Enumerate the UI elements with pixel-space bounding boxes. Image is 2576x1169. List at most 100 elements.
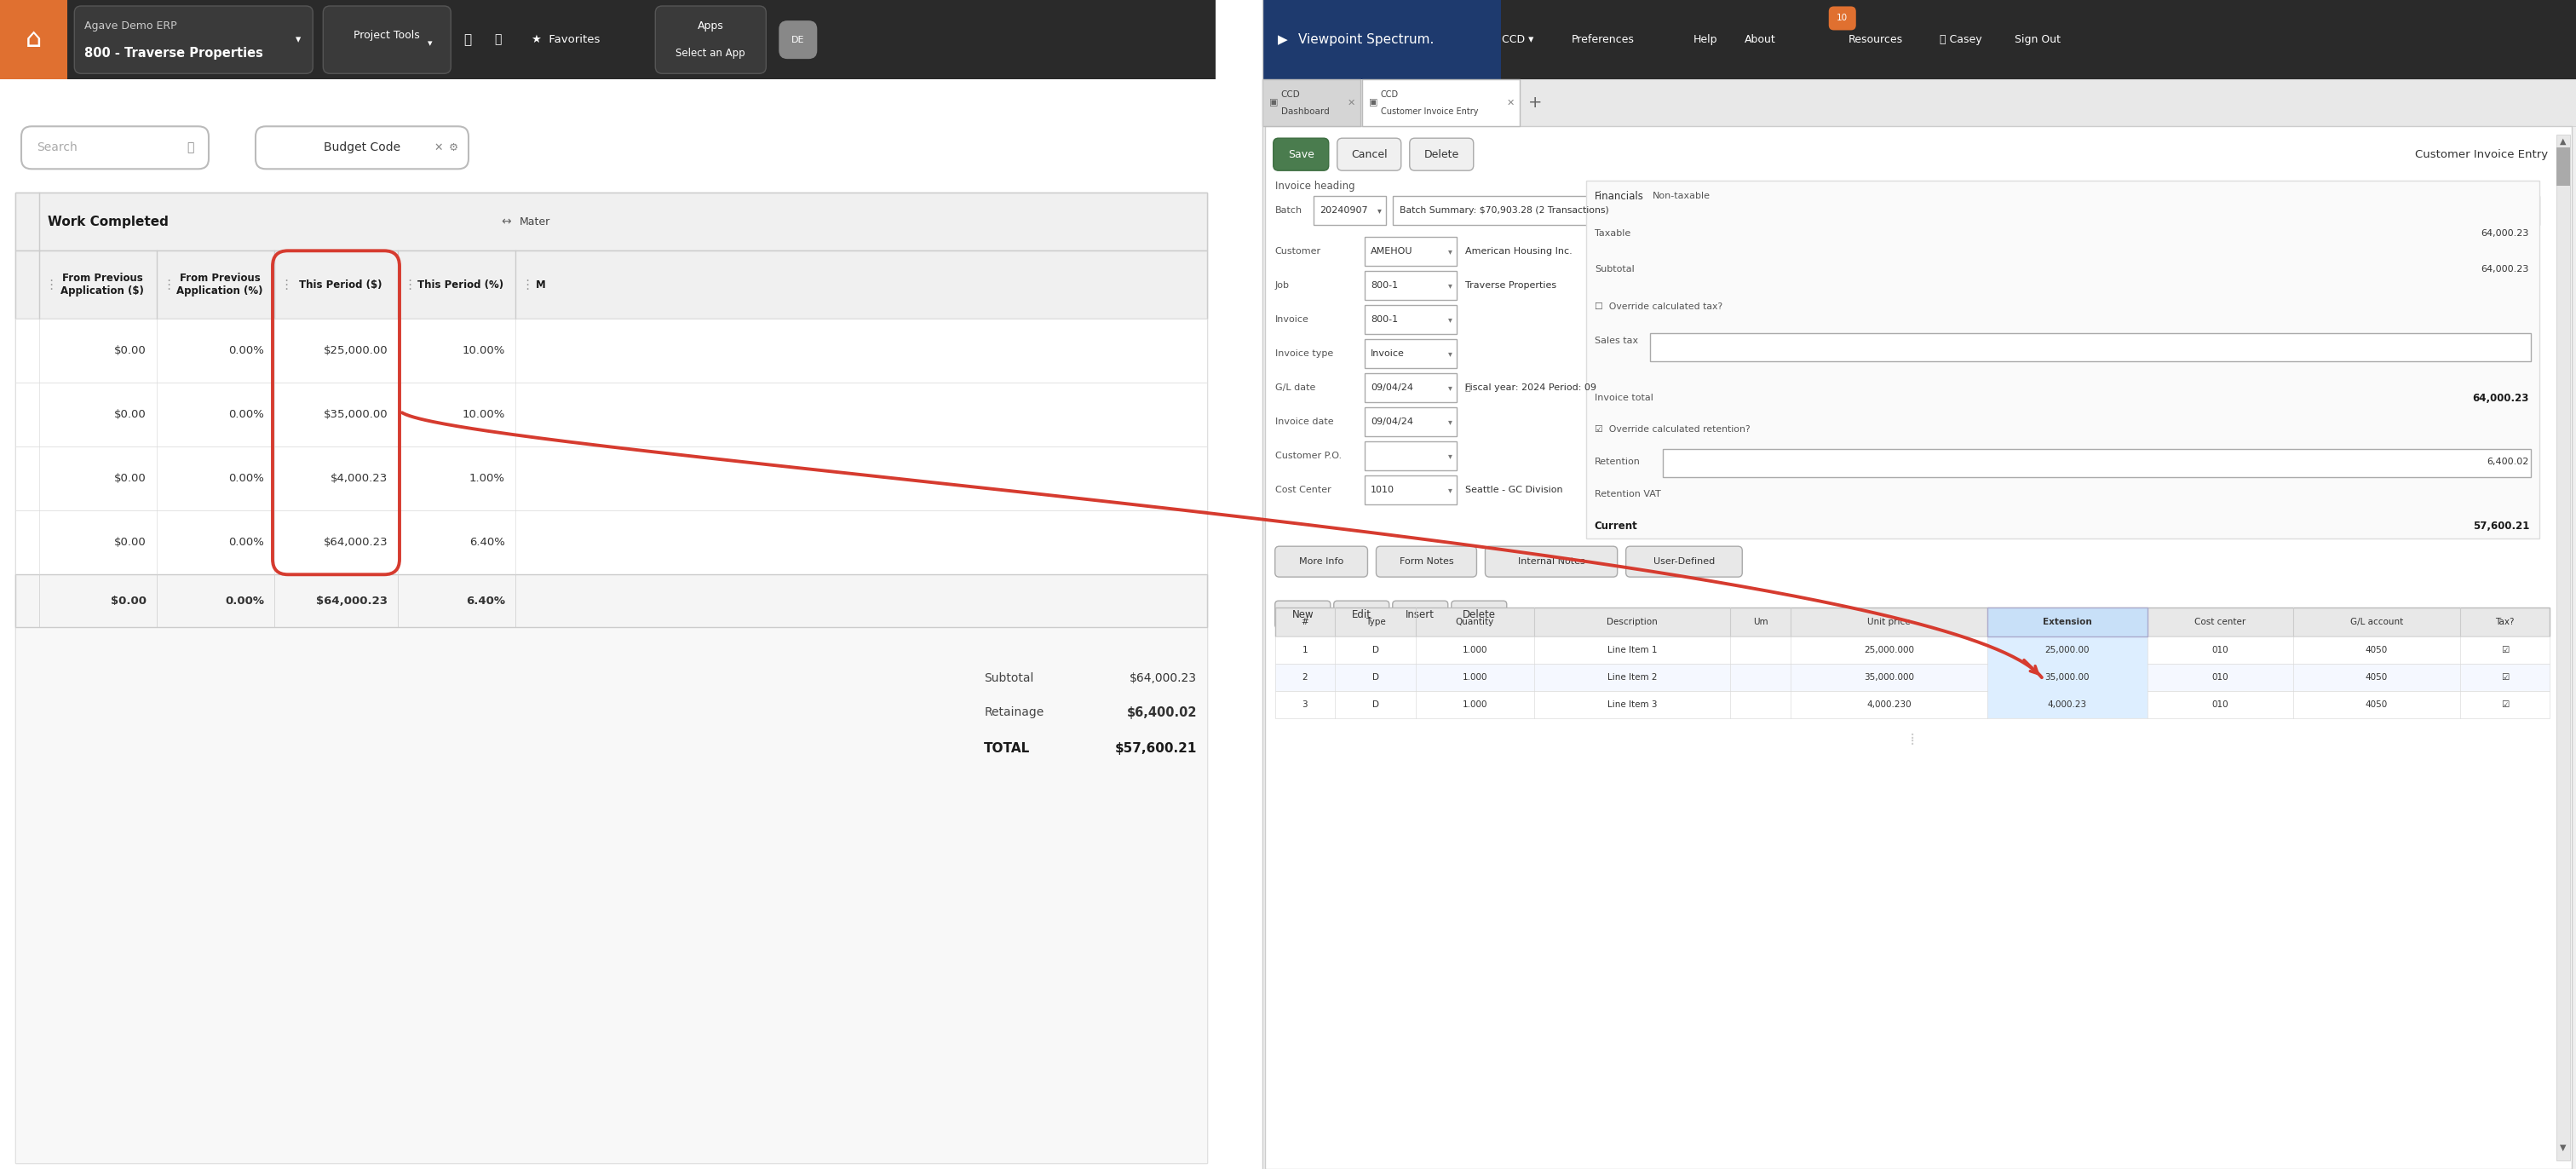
Text: ☑  Override calculated retention?: ☑ Override calculated retention? <box>1595 426 1749 434</box>
Text: Internal Notes: Internal Notes <box>1517 558 1584 566</box>
Text: 20240907: 20240907 <box>1319 207 1368 215</box>
Bar <box>1986 664 2148 691</box>
Text: Project Tools: Project Tools <box>353 30 420 41</box>
Text: 010: 010 <box>2213 673 2228 682</box>
FancyBboxPatch shape <box>75 6 312 74</box>
Text: Resources: Resources <box>1847 34 1904 46</box>
FancyBboxPatch shape <box>322 6 451 74</box>
Bar <box>1262 0 1502 79</box>
Text: Agave Demo ERP: Agave Demo ERP <box>85 21 178 32</box>
Text: 6.40%: 6.40% <box>466 595 505 607</box>
Text: TOTAL: TOTAL <box>984 742 1030 755</box>
Bar <box>1365 237 1455 267</box>
Text: 25,000.000: 25,000.000 <box>1862 646 1914 655</box>
Text: 64,000.23: 64,000.23 <box>2481 265 2530 274</box>
Text: CCD ▾: CCD ▾ <box>1502 34 1533 46</box>
Bar <box>2555 147 2571 186</box>
FancyBboxPatch shape <box>1486 546 1618 577</box>
Text: Quantity: Quantity <box>1455 618 1494 627</box>
Text: $6,400.02: $6,400.02 <box>1126 706 1198 719</box>
Bar <box>1662 449 2530 477</box>
Text: ▾: ▾ <box>1448 383 1453 392</box>
FancyBboxPatch shape <box>1275 601 1329 628</box>
Text: 0.00%: 0.00% <box>229 409 265 421</box>
Bar <box>1365 373 1455 402</box>
Bar <box>1365 476 1455 505</box>
Text: 35,000.000: 35,000.000 <box>1862 673 1914 682</box>
Text: Current: Current <box>1595 520 1638 532</box>
Text: ▣: ▣ <box>1368 98 1378 108</box>
Bar <box>1365 339 1455 368</box>
Text: 👤 Casey: 👤 Casey <box>1940 34 1981 46</box>
Text: 1.00%: 1.00% <box>469 473 505 484</box>
Bar <box>15 511 1208 574</box>
Text: 800-1: 800-1 <box>1370 316 1399 324</box>
Bar <box>1275 664 2550 691</box>
Text: ▾: ▾ <box>1448 282 1453 290</box>
Text: Customer P.O.: Customer P.O. <box>1275 451 1342 461</box>
Bar <box>1265 126 2571 1169</box>
Text: 800 - Traverse Properties: 800 - Traverse Properties <box>85 47 263 60</box>
Text: ⋮: ⋮ <box>162 278 175 291</box>
Bar <box>15 193 1208 251</box>
Text: Non-taxable: Non-taxable <box>1651 192 1710 200</box>
Text: Help: Help <box>1692 34 1718 46</box>
Text: 0.00%: 0.00% <box>224 595 265 607</box>
Bar <box>15 251 1208 319</box>
Text: Subtotal: Subtotal <box>1595 265 1633 274</box>
Text: 🔍: 🔍 <box>185 141 193 153</box>
Bar <box>1262 79 1360 126</box>
Text: ✕: ✕ <box>435 143 443 153</box>
Text: Unit price: Unit price <box>1868 618 1911 627</box>
Text: Apps: Apps <box>698 21 724 32</box>
Text: Delete: Delete <box>1425 148 1458 160</box>
Text: 64,000.23: 64,000.23 <box>2473 393 2530 403</box>
Text: CCD: CCD <box>1280 90 1301 98</box>
Text: Sign Out: Sign Out <box>2014 34 2061 46</box>
Text: Cost center: Cost center <box>2195 618 2246 627</box>
Text: ✕: ✕ <box>1347 98 1355 108</box>
Text: DE: DE <box>791 35 804 44</box>
Text: ⚙: ⚙ <box>448 143 459 153</box>
Text: 3: 3 <box>1301 700 1309 710</box>
Text: Mater: Mater <box>520 216 551 227</box>
FancyBboxPatch shape <box>778 21 817 58</box>
Text: Budget Code: Budget Code <box>325 141 399 153</box>
Text: ☑: ☑ <box>2501 673 2509 682</box>
Text: Save: Save <box>1288 148 1314 160</box>
Bar <box>2555 134 2571 1161</box>
Text: Cost Center: Cost Center <box>1275 486 1332 494</box>
Bar <box>1365 305 1455 334</box>
Text: Cancel: Cancel <box>1350 148 1388 160</box>
FancyBboxPatch shape <box>1337 138 1401 171</box>
FancyBboxPatch shape <box>1409 138 1473 171</box>
Text: 1: 1 <box>1301 646 1309 655</box>
Text: Type: Type <box>1365 618 1386 627</box>
Text: $64,000.23: $64,000.23 <box>322 537 386 548</box>
Text: This Period (%): This Period (%) <box>417 279 505 290</box>
FancyBboxPatch shape <box>1334 601 1388 628</box>
Text: 1.000: 1.000 <box>1463 700 1486 710</box>
Text: Invoice total: Invoice total <box>1595 394 1654 402</box>
Bar <box>1262 0 2576 1169</box>
Text: Delete: Delete <box>1463 609 1497 620</box>
Text: This Period ($): This Period ($) <box>299 279 381 290</box>
Text: 010: 010 <box>2213 646 2228 655</box>
Text: G/L account: G/L account <box>2349 618 2403 627</box>
Text: About: About <box>1744 34 1777 46</box>
Text: ☑: ☑ <box>2501 646 2509 655</box>
Bar <box>15 193 1208 1163</box>
Text: ▾: ▾ <box>1448 486 1453 494</box>
Text: From Previous
Application (%): From Previous Application (%) <box>178 272 263 297</box>
Text: M: M <box>536 279 546 290</box>
Text: $25,000.00: $25,000.00 <box>322 345 386 357</box>
Text: Sales tax: Sales tax <box>1595 337 1638 345</box>
Text: Retainage: Retainage <box>984 706 1043 719</box>
FancyBboxPatch shape <box>654 6 765 74</box>
FancyBboxPatch shape <box>1829 6 1855 30</box>
Text: $57,600.21: $57,600.21 <box>1115 742 1198 755</box>
Bar <box>1986 637 2148 664</box>
Text: Taxable: Taxable <box>1595 229 1631 237</box>
Text: 4,000.230: 4,000.230 <box>1868 700 1911 710</box>
Text: ⋮: ⋮ <box>44 278 57 291</box>
